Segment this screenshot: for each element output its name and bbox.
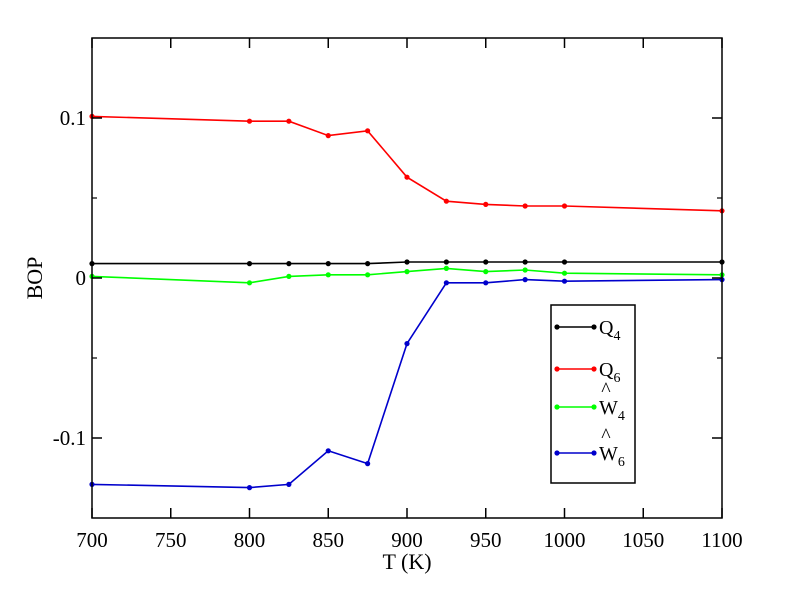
legend-marker-w6 [591,450,597,456]
x-axis-label: T (K) [382,549,431,574]
data-point-w4 [246,280,253,286]
x-tick-label: 1000 [544,528,586,552]
data-point-q6 [286,118,292,124]
data-point-w4 [522,267,528,273]
data-point-q6 [522,203,528,209]
legend-marker-q4 [591,324,597,330]
legend-marker-q6 [591,366,597,372]
legend-hat-w4: ^ [601,379,611,401]
data-point-q6 [325,133,331,139]
data-point-q6 [443,198,449,204]
legend-marker-w4 [554,404,560,410]
data-point-w6 [443,280,449,286]
data-point-q4 [286,261,292,267]
data-point-q4 [404,259,410,265]
data-point-q6 [365,128,371,134]
legend-marker-w4 [591,404,597,410]
legend-marker-q4 [554,324,560,330]
x-tick-label: 1050 [622,528,664,552]
series-layer [89,113,725,491]
data-point-w4 [561,270,568,276]
data-point-w6 [325,448,331,454]
data-point-q4 [246,261,253,267]
y-tick-label: 0.1 [60,106,86,130]
data-point-w6 [483,280,489,286]
x-tick-label: 800 [234,528,266,552]
data-point-q6 [483,201,489,207]
x-tick-label: 750 [155,528,187,552]
data-point-w6 [286,481,292,487]
data-point-q4 [483,259,489,265]
legend-label-q6: Q6 [599,359,620,386]
data-point-w6 [404,341,410,347]
data-point-q4 [365,261,371,267]
y-axis-label: BOP [22,257,47,300]
x-tick-label: 700 [76,528,108,552]
data-point-w6 [365,461,371,467]
legend-hat-w6: ^ [601,425,611,447]
data-point-q6 [246,118,253,124]
data-point-q4 [325,261,331,267]
data-point-q4 [443,259,449,265]
data-point-q6 [404,174,410,180]
data-point-w4 [325,272,331,278]
legend-marker-q6 [554,366,560,372]
data-point-w4 [286,273,292,279]
ticks-layer: 700 750 800 850 900 950 1000 1050 1100 -0.1 0 0.1 [53,38,743,552]
legend-label-w4: W4 [599,397,625,424]
data-point-w4 [365,272,371,278]
data-point-w4 [483,269,489,275]
legend-label-w6: W6 [599,443,625,470]
data-point-w4 [443,265,449,271]
legend-label-q4: Q4 [599,317,620,344]
data-point-w4 [404,269,410,275]
data-point-q4 [522,259,528,265]
x-tick-label: 950 [470,528,502,552]
data-point-w6 [522,277,528,283]
data-point-q4 [561,259,568,265]
data-point-w6 [246,485,253,491]
x-tick-label: 1100 [701,528,742,552]
x-tick-label: 900 [391,528,423,552]
legend-marker-w6 [554,450,560,456]
x-tick-label: 850 [313,528,345,552]
y-tick-label: 0 [76,266,87,290]
data-point-w6 [561,278,568,284]
data-point-q6 [561,203,568,209]
y-tick-label: -0.1 [53,426,86,450]
